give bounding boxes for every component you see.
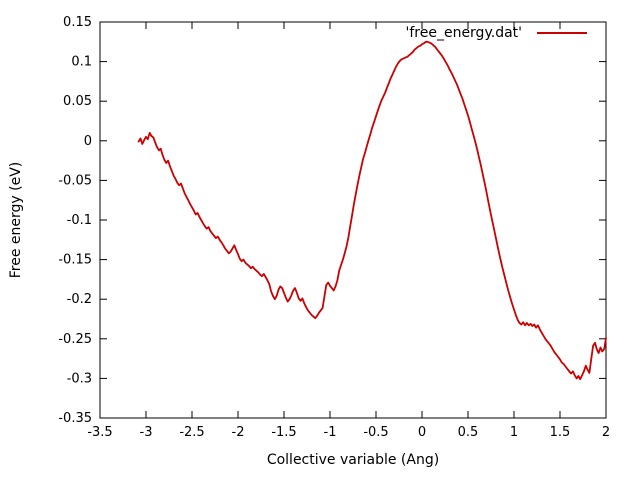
free-energy-curve xyxy=(137,40,607,381)
y-tick-label: -0.25 xyxy=(58,332,92,347)
x-tick-label: -0.5 xyxy=(363,425,388,440)
x-tick-label: 2 xyxy=(602,425,610,440)
x-tick-label: -1 xyxy=(324,425,337,440)
y-tick-label: 0.05 xyxy=(63,94,92,109)
plot-border xyxy=(99,21,607,419)
y-tick-label: -0.3 xyxy=(67,371,92,386)
y-tick-label: -0.1 xyxy=(67,213,92,228)
x-tick-label: -1.5 xyxy=(271,425,296,440)
y-tick-label: -0.35 xyxy=(58,411,92,426)
legend-line-sample xyxy=(537,32,587,34)
x-tick-label: 1.5 xyxy=(550,425,571,440)
x-tick-label: 0.5 xyxy=(458,425,479,440)
y-tick-label: -0.05 xyxy=(58,173,92,188)
y-tick-label: 0.1 xyxy=(71,55,92,70)
x-tick-label: 1 xyxy=(510,425,518,440)
y-axis-title: Free energy (eV) xyxy=(8,161,24,279)
legend: 'free_energy.dat' xyxy=(405,25,587,41)
x-tick-label: -2.5 xyxy=(179,425,204,440)
y-tick-label: -0.2 xyxy=(67,292,92,307)
legend-label: 'free_energy.dat' xyxy=(405,25,523,41)
y-tick-label: 0.15 xyxy=(63,15,92,30)
x-axis-title: Collective variable (Ang) xyxy=(266,452,440,468)
x-tick-label: -2 xyxy=(232,425,245,440)
x-tick-label: 0 xyxy=(418,425,426,440)
y-tick-label: -0.15 xyxy=(58,253,92,268)
x-tick-label: -3.5 xyxy=(87,425,112,440)
y-tick-label: 0 xyxy=(84,134,92,149)
x-tick-label: -3 xyxy=(140,425,153,440)
